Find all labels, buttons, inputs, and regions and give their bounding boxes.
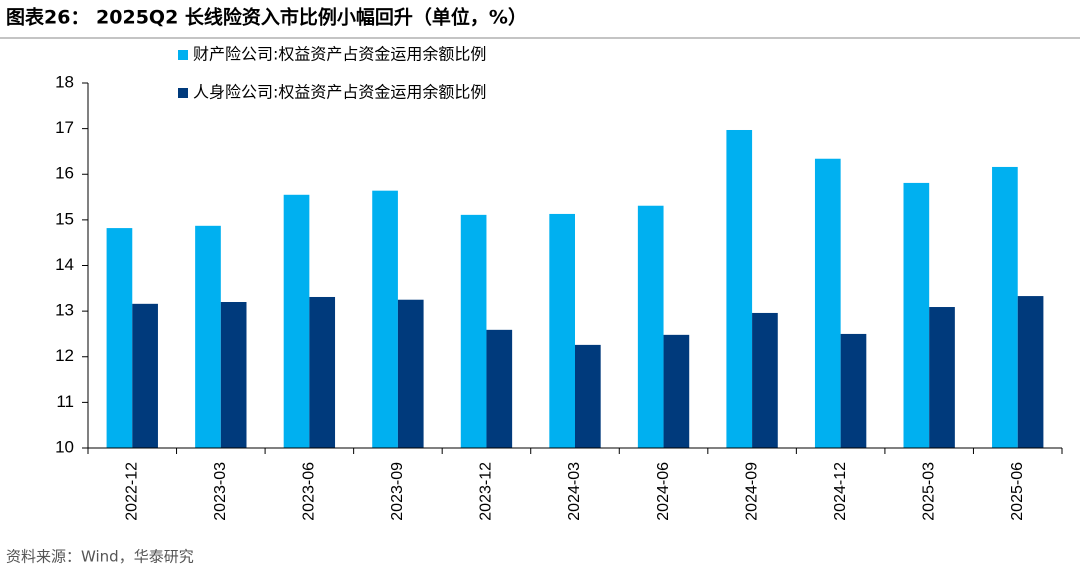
bar: [132, 303, 158, 448]
bar: [752, 312, 778, 448]
y-tick-label: 15: [55, 209, 74, 228]
bar: [283, 194, 310, 448]
bar: [1017, 296, 1044, 448]
x-tick-label: 2023-12: [478, 462, 495, 521]
legend-swatch: [178, 88, 188, 98]
source-note: 资料来源：Wind，华泰研究: [6, 548, 194, 566]
bar: [663, 334, 690, 448]
bar: [637, 205, 664, 448]
x-tick-label: 2024-03: [566, 462, 583, 521]
bar: [814, 158, 841, 449]
bar: [726, 129, 753, 448]
y-tick-label: 12: [55, 346, 74, 365]
bar: [106, 228, 133, 448]
y-tick-label: 18: [55, 72, 74, 91]
bar: [397, 299, 424, 448]
bar: [575, 344, 601, 448]
y-tick-label: 11: [56, 392, 74, 411]
x-tick-label: 2023-03: [212, 462, 229, 521]
y-tick-label: 17: [55, 118, 74, 137]
bar: [840, 333, 867, 448]
x-tick-label: 2022-12: [123, 462, 140, 521]
bar: [309, 296, 336, 448]
bar: [372, 190, 398, 449]
x-tick-label: 2025-03: [920, 462, 937, 521]
y-tick-label: 13: [55, 301, 74, 320]
chart-title: 图表26： 2025Q2 长线险资入市比例小幅回升（单位，%）: [6, 6, 527, 29]
y-tick-label: 10: [55, 437, 74, 456]
x-tick-label: 2023-09: [389, 462, 406, 521]
x-tick-label: 2024-12: [832, 462, 849, 521]
bar: [929, 307, 955, 448]
x-tick-label: 2024-06: [655, 462, 672, 521]
legend-label: 人身险公司:权益资产占资金运用余额比例: [193, 83, 486, 102]
y-tick-label: 16: [55, 164, 74, 183]
bar: [195, 225, 221, 448]
x-tick-label: 2025-06: [1009, 462, 1026, 521]
legend-swatch: [178, 50, 188, 60]
x-tick-label: 2023-06: [301, 462, 318, 521]
bar: [549, 213, 575, 448]
x-tick-label: 2024-09: [743, 462, 760, 521]
bar: [903, 182, 930, 448]
legend-label: 财产险公司:权益资产占资金运用余额比例: [193, 45, 486, 64]
bar: [992, 166, 1018, 448]
bar: [460, 214, 487, 448]
bar: [220, 302, 247, 448]
bar: [486, 329, 513, 448]
y-tick-label: 14: [55, 255, 74, 274]
